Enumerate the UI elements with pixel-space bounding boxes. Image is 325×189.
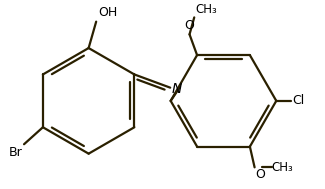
Text: OH: OH [98,6,117,19]
Text: Br: Br [8,146,22,159]
Text: N: N [172,82,182,96]
Text: CH₃: CH₃ [272,161,293,174]
Text: O: O [255,168,266,181]
Text: CH₃: CH₃ [195,2,217,15]
Text: Cl: Cl [292,94,305,107]
Text: O: O [185,19,194,33]
